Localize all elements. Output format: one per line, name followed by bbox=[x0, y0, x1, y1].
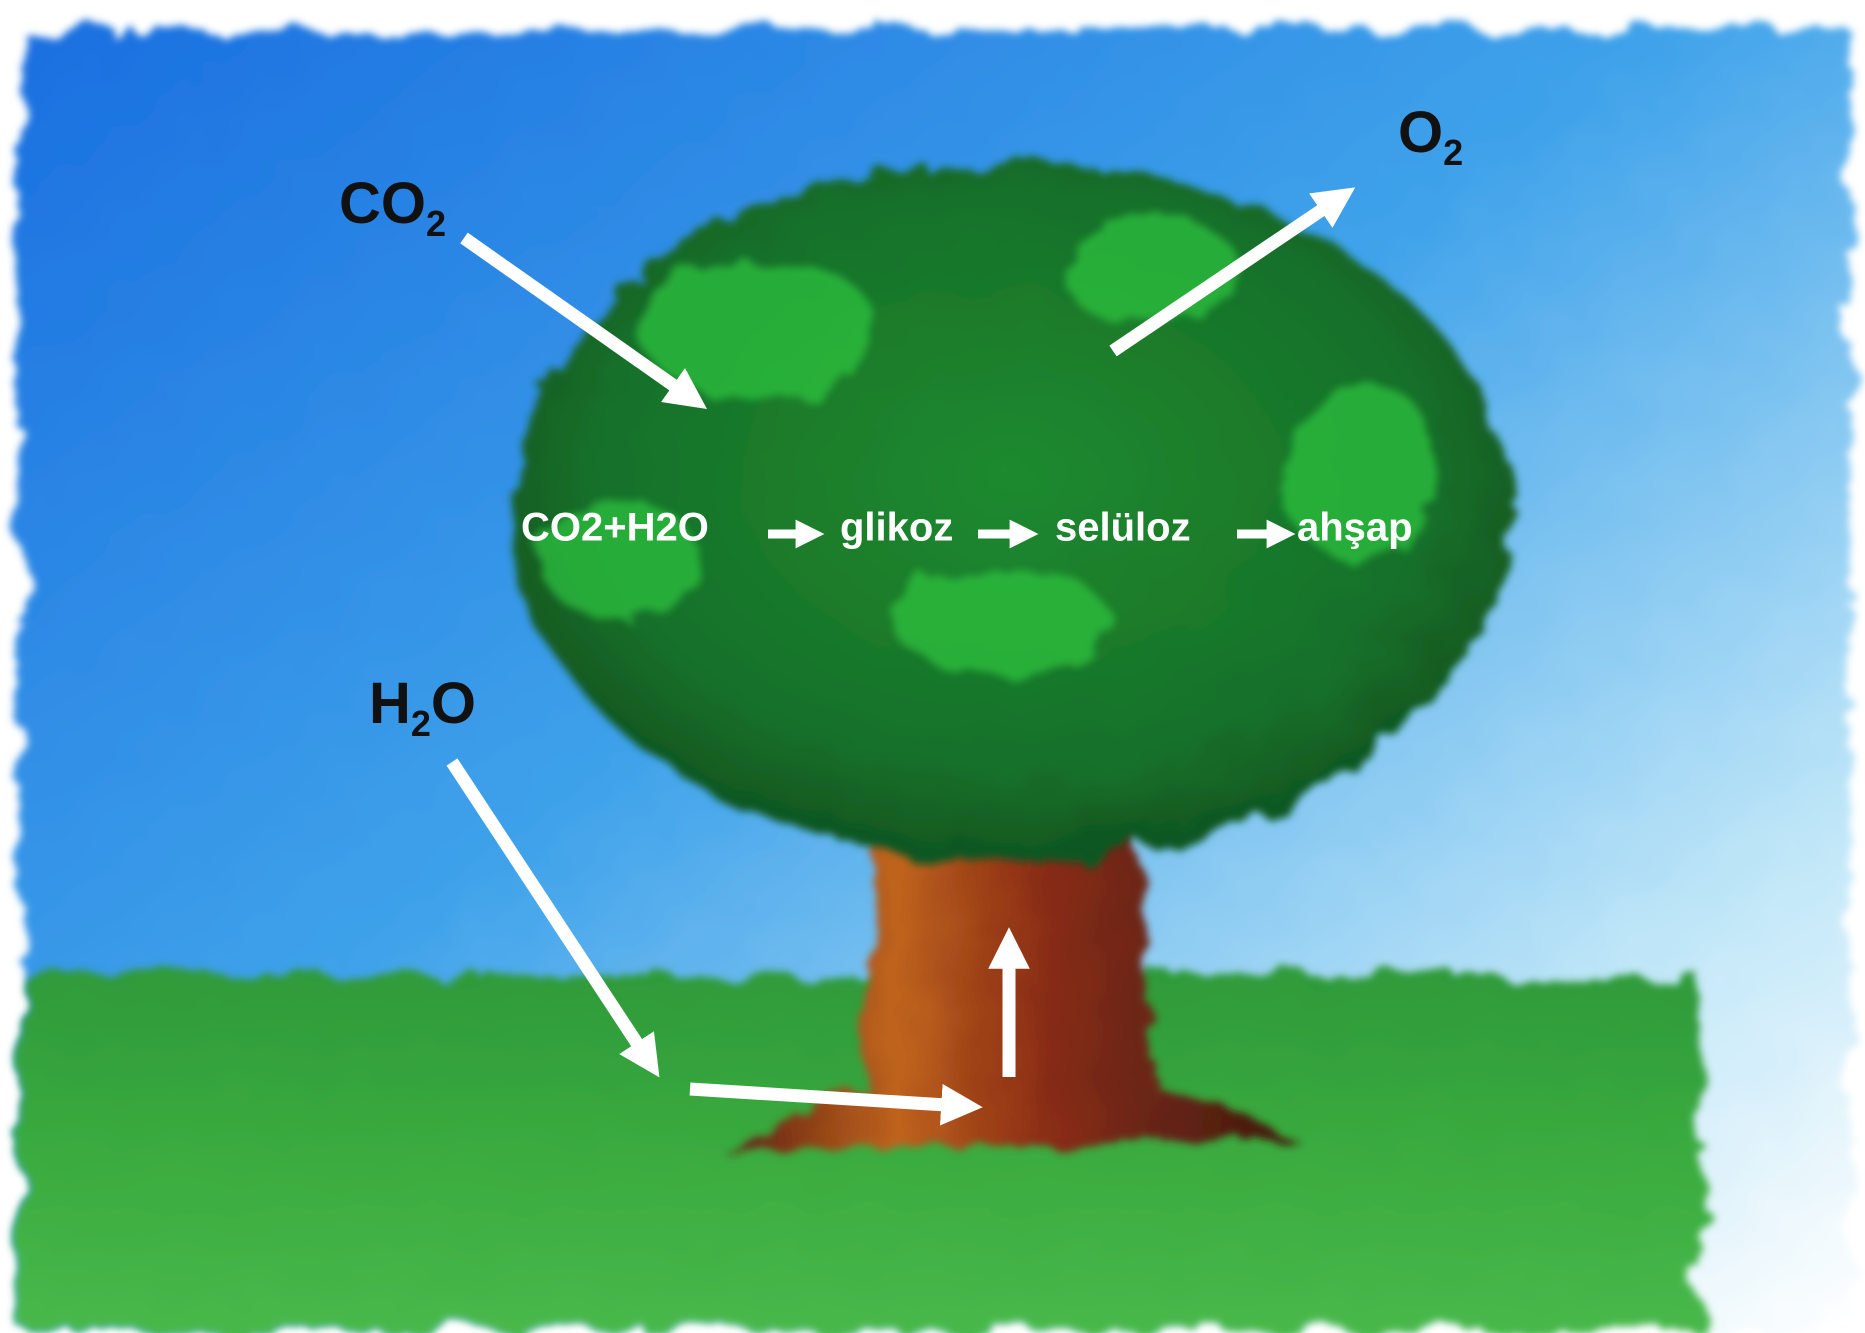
co2-arrow bbox=[460, 232, 708, 409]
label-base: O bbox=[1398, 100, 1443, 165]
chain-step: selüloz bbox=[1055, 506, 1191, 550]
chain-step: ahşap bbox=[1297, 506, 1413, 550]
o2-arrow bbox=[1109, 187, 1356, 357]
chain-step: glikoz bbox=[840, 506, 953, 550]
h2o-label: H2O bbox=[369, 671, 476, 743]
co2-label: CO2 bbox=[339, 171, 446, 243]
chain-step: CO2+H2O bbox=[521, 506, 709, 550]
label-tail: O bbox=[431, 671, 476, 736]
label-base: H bbox=[369, 671, 411, 736]
label-base: CO bbox=[339, 171, 426, 236]
canopy-highlights bbox=[540, 215, 1440, 670]
h2o-arrow bbox=[446, 758, 660, 1078]
grass bbox=[20, 975, 1700, 1330]
label-sub: 2 bbox=[1443, 132, 1463, 173]
root-arrow bbox=[689, 1082, 983, 1126]
label-sub: 2 bbox=[426, 203, 446, 244]
o2-label: O2 bbox=[1398, 100, 1463, 172]
label-sub: 2 bbox=[411, 703, 431, 744]
arrows bbox=[446, 187, 1356, 1126]
